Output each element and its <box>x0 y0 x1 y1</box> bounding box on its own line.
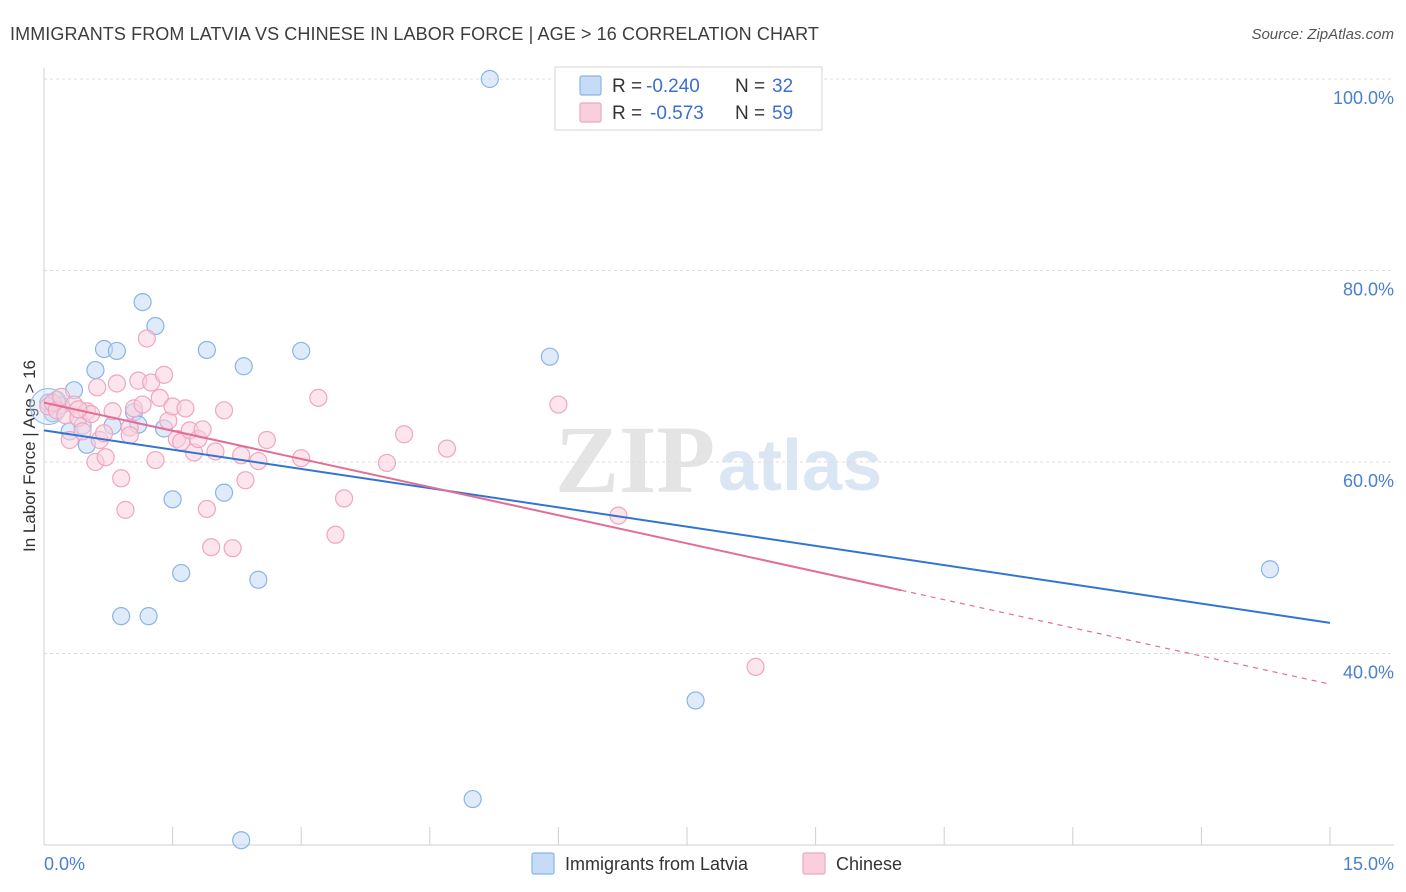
trend-line-chinese <box>43 401 902 592</box>
legend-n-value-chinese: 59 <box>772 103 793 124</box>
legend-swatch-chinese <box>579 102 602 123</box>
point-chinese-54 <box>549 395 568 414</box>
legend-bottom-swatch-latvia <box>531 852 555 875</box>
point-chinese-53 <box>437 439 457 458</box>
point-chinese-39 <box>202 538 221 557</box>
point-latvia-12 <box>112 607 131 626</box>
y-tick-label-40: 40.0% <box>1343 663 1394 683</box>
legend-r-label-chinese: R = <box>612 103 642 124</box>
point-chinese-18 <box>112 469 131 488</box>
point-latvia-19 <box>163 490 182 509</box>
point-chinese-17 <box>107 374 126 393</box>
y-tick-label-60: 60.0% <box>1343 471 1394 491</box>
point-latvia-28 <box>480 69 499 89</box>
legend-n-label-chinese: N = <box>735 103 765 124</box>
legend-r-value-chinese: -0.573 <box>650 103 704 124</box>
point-latvia-29 <box>540 347 559 366</box>
point-latvia-17 <box>146 316 165 336</box>
point-latvia-27 <box>463 789 482 809</box>
x-tick-label-max: 15.0% <box>1343 854 1394 874</box>
legend-swatch-latvia <box>579 75 602 96</box>
point-chinese-42 <box>223 539 242 558</box>
point-chinese-12 <box>88 378 107 397</box>
point-chinese-16 <box>103 402 122 421</box>
legend-series: Immigrants from Latvia Chinese <box>531 852 902 875</box>
x-tick-label-min: 0.0% <box>44 854 85 874</box>
point-chinese-41 <box>214 401 234 420</box>
point-chinese-23 <box>133 395 152 414</box>
point-chinese-52 <box>394 425 414 444</box>
legend-n-label-latvia: N = <box>735 76 765 97</box>
legend-stats: R = -0.240 N = 32 R = -0.573 N = 59 <box>554 66 823 131</box>
trend-line-latvia <box>43 429 1331 624</box>
y-tick-label-100: 100.0% <box>1333 88 1394 108</box>
point-latvia-31 <box>1260 560 1280 579</box>
legend-bottom-swatch-chinese <box>802 852 826 875</box>
legend-n-value-latvia: 32 <box>772 76 793 97</box>
point-latvia-16 <box>139 607 158 626</box>
chart-source: Source: ZipAtlas.com <box>1251 26 1394 43</box>
point-latvia-26 <box>292 341 311 361</box>
y-tick-label-80: 80.0% <box>1343 280 1394 300</box>
point-chinese-49 <box>326 525 345 544</box>
point-chinese-51 <box>377 453 397 473</box>
watermark: ZIP atlas <box>555 406 882 513</box>
point-chinese-19 <box>116 500 135 519</box>
point-latvia-22 <box>214 483 234 502</box>
point-chinese-15 <box>96 448 115 467</box>
watermark-zip: ZIP <box>555 406 715 513</box>
point-chinese-56 <box>746 657 765 677</box>
watermark-atlas: atlas <box>718 426 882 506</box>
point-latvia-30 <box>686 691 705 710</box>
chart-title: IMMIGRANTS FROM LATVIA VS CHINESE IN LAB… <box>10 24 819 44</box>
axes <box>43 68 1394 846</box>
point-chinese-28 <box>154 365 174 384</box>
point-latvia-23 <box>232 831 251 850</box>
trend-lines <box>43 401 1331 685</box>
point-chinese-50 <box>334 489 354 508</box>
point-latvia-15 <box>133 292 152 312</box>
point-chinese-46 <box>257 430 277 450</box>
point-latvia-20 <box>172 563 191 583</box>
point-chinese-26 <box>146 450 165 470</box>
legend-r-value-latvia: -0.240 <box>646 76 700 97</box>
point-chinese-33 <box>176 399 195 418</box>
y-tick-labels: 40.0% 60.0% 80.0% 100.0% <box>1333 88 1394 683</box>
legend-bottom-label-chinese: Chinese <box>836 854 902 874</box>
point-chinese-24 <box>137 329 156 348</box>
point-latvia-21 <box>197 340 216 360</box>
y-axis-label: In Labor Force | Age > 16 <box>20 360 39 552</box>
point-latvia-25 <box>249 570 268 589</box>
trend-line-chinese-extension <box>901 589 1331 685</box>
point-chinese-58 <box>120 426 139 445</box>
point-chinese-38 <box>197 499 216 519</box>
legend-bottom-label-latvia: Immigrants from Latvia <box>565 854 749 874</box>
point-chinese-48 <box>309 388 328 407</box>
point-latvia-11 <box>107 341 126 361</box>
point-chinese-14 <box>94 424 114 443</box>
point-chinese-44 <box>236 471 255 490</box>
point-latvia-24 <box>234 357 253 376</box>
point-latvia-8 <box>86 360 105 380</box>
legend-r-label-latvia: R = <box>612 76 642 97</box>
point-chinese-27 <box>150 388 169 407</box>
